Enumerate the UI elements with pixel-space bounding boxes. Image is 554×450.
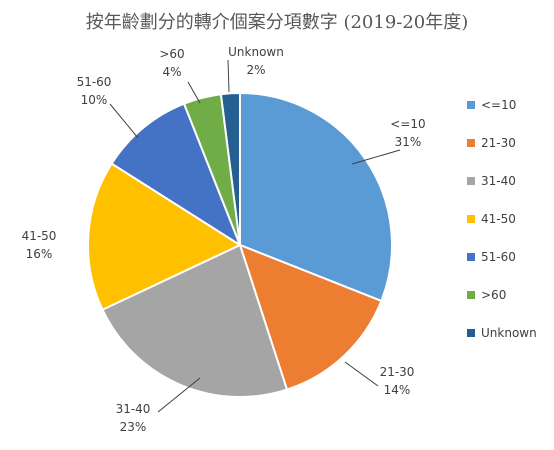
- leader-lines: [109, 59, 401, 413]
- pie-slice-41-50: [87, 162, 243, 312]
- leader-line-51-60: [109, 103, 139, 139]
- slice-label-gt-60: >60 4%: [159, 47, 184, 79]
- leader-line-unknown: [227, 59, 230, 93]
- legend-swatch-le-10: [467, 101, 475, 109]
- legend-label-31-40: 31-40: [481, 174, 516, 188]
- legend-swatch-51-60: [467, 253, 475, 261]
- slice-label-unknown: Unknown 2%: [228, 45, 284, 77]
- legend-swatch-31-40: [467, 177, 475, 185]
- slice-labels: <=10 31% 21-30 14% 31-40 23% 41-50 16% 51-60 10% >…: [22, 45, 426, 434]
- legend-label-unknown: Unknown: [481, 326, 537, 340]
- chart-title: 按年齡劃分的轉介個案分項數字 (2019-20年度): [85, 12, 469, 33]
- slice-label-51-60: 51-60 10%: [77, 75, 112, 107]
- leader-line-21-30: [344, 361, 379, 387]
- legend-label-41-50: 41-50: [481, 212, 516, 226]
- legend-label-21-30: 21-30: [481, 136, 516, 150]
- pie-slice-51-60: [110, 102, 243, 248]
- legend-swatch-gt-60: [467, 291, 475, 299]
- leader-line-31-40: [157, 377, 201, 413]
- leader-line-gt-60: [187, 81, 201, 104]
- legend-swatch-21-30: [467, 139, 475, 147]
- pie-slices: [87, 91, 393, 398]
- legend-label-gt-60: >60: [481, 288, 506, 302]
- slice-label-31-40: 31-40 23%: [116, 402, 151, 434]
- leader-line-le-10: [351, 149, 401, 165]
- legend: <=10 21-30 31-40 41-50 51-60 >60 Unknown: [467, 98, 537, 340]
- legend-swatch-unknown: [467, 329, 475, 337]
- slice-label-41-50: 41-50 16%: [22, 229, 57, 261]
- legend-swatch-41-50: [467, 215, 475, 223]
- pie-slice-unknown: [219, 91, 241, 246]
- legend-label-51-60: 51-60: [481, 250, 516, 264]
- slice-label-21-30: 21-30 14%: [380, 365, 415, 397]
- legend-label-le-10: <=10: [481, 98, 516, 112]
- pie-slice-31-40: [101, 243, 289, 398]
- slice-label-le-10: <=10 31%: [390, 117, 425, 149]
